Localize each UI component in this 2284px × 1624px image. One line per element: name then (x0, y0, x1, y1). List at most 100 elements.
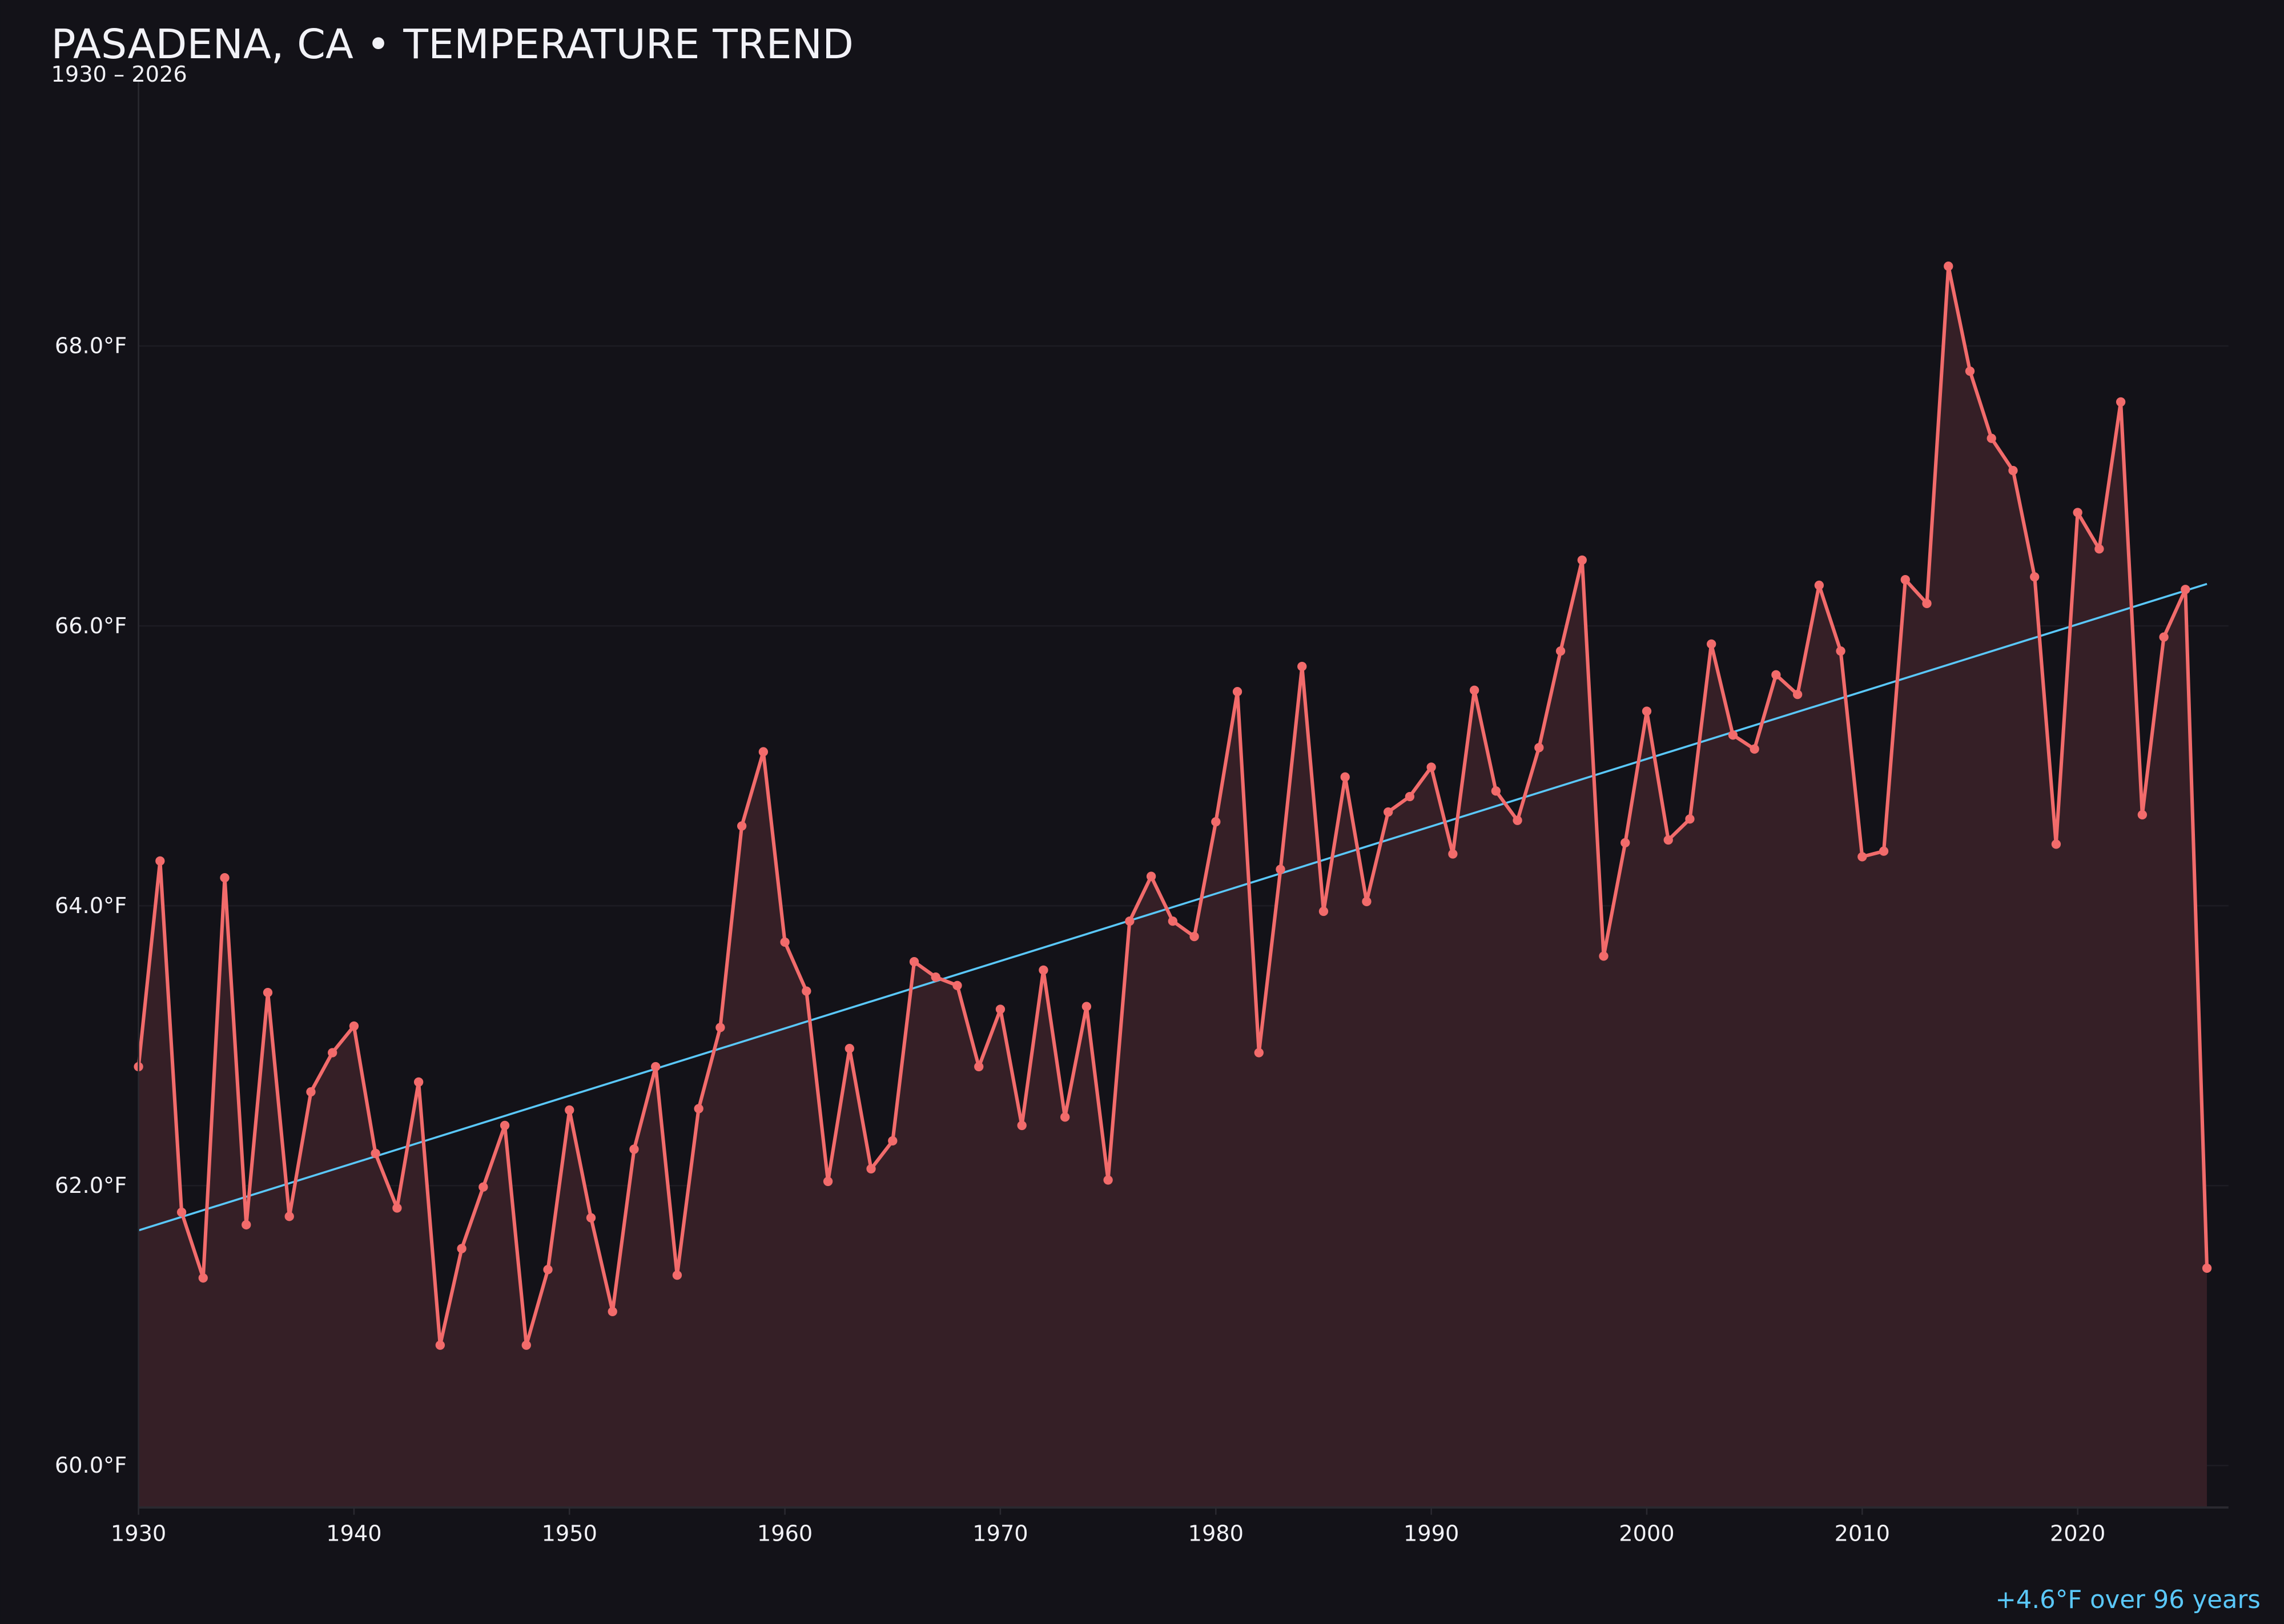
x-tick-label: 1960 (757, 1521, 813, 1547)
data-point (1189, 931, 1199, 942)
y-tick-label: 66.0°F (55, 613, 127, 639)
data-point (823, 1176, 833, 1187)
data-point (1944, 262, 1953, 271)
data-point (1685, 814, 1695, 824)
data-point (1340, 772, 1350, 782)
data-point (1146, 871, 1156, 881)
y-tick-label: 60.0°F (55, 1453, 127, 1478)
data-point (349, 1021, 359, 1031)
data-point (1232, 687, 1242, 697)
data-point (694, 1104, 703, 1114)
data-point (1469, 685, 1479, 695)
x-tick-label: 2010 (1835, 1521, 1890, 1547)
data-point (909, 957, 919, 967)
data-point (1211, 817, 1221, 827)
chart-title: PASADENA, CA • TEMPERATURE TREND (51, 21, 854, 68)
data-point (2008, 465, 2018, 476)
x-tick-label: 1970 (972, 1521, 1028, 1547)
x-tick-label: 2000 (1619, 1521, 1674, 1547)
data-point (1555, 646, 1566, 656)
data-point (1771, 670, 1781, 680)
data-point (413, 1077, 424, 1087)
data-point (328, 1048, 337, 1058)
data-point (565, 1105, 574, 1115)
data-point (198, 1273, 208, 1283)
chart-subtitle: 1930 – 2026 (51, 62, 187, 87)
x-tick-label: 1980 (1188, 1521, 1244, 1547)
data-point (263, 987, 273, 998)
data-point (672, 1270, 682, 1280)
x-tick-label: 1990 (1404, 1521, 1459, 1547)
data-point (1879, 846, 1889, 856)
data-point (435, 1340, 445, 1350)
data-point (931, 972, 940, 982)
data-point (1663, 835, 1673, 845)
data-point (1577, 555, 1587, 565)
data-point (845, 1043, 854, 1054)
data-point (1362, 897, 1372, 906)
data-point (2051, 839, 2061, 849)
trend-annotation: +4.6°F over 96 years (1995, 1586, 2260, 1614)
data-point (2159, 632, 2169, 642)
x-tick-label: 2020 (2050, 1521, 2105, 1547)
data-point (1792, 689, 1803, 700)
data-point (478, 1182, 488, 1192)
y-tick-label: 64.0°F (55, 893, 127, 919)
data-point (1707, 639, 1716, 649)
data-point (1039, 965, 1048, 975)
data-point (1318, 906, 1329, 916)
data-point (1728, 730, 1738, 740)
data-point (2202, 1263, 2212, 1273)
series-area-fill (138, 266, 2207, 1508)
x-tick-label: 1950 (542, 1521, 597, 1547)
data-point (1060, 1112, 1070, 1122)
data-point (1814, 580, 1824, 590)
data-point (1750, 744, 1759, 754)
data-point (2116, 397, 2126, 407)
data-point (155, 856, 165, 866)
data-point (758, 747, 769, 757)
data-point (1491, 786, 1501, 796)
data-point (1534, 743, 1544, 753)
data-point (2181, 585, 2190, 594)
data-point (1254, 1048, 1264, 1058)
data-point (1513, 815, 1522, 825)
data-point (1965, 366, 1975, 376)
data-point (780, 937, 790, 947)
y-tick-label: 62.0°F (55, 1173, 127, 1199)
data-point (1836, 646, 1845, 656)
data-point (1987, 433, 1996, 443)
data-point (629, 1144, 639, 1154)
data-point (802, 986, 811, 996)
data-point (371, 1148, 380, 1159)
x-tick-label: 1930 (111, 1521, 166, 1547)
data-point (1426, 762, 1436, 772)
data-point (888, 1136, 898, 1146)
data-point (2094, 544, 2104, 554)
data-point (242, 1220, 251, 1230)
data-point (1599, 951, 1609, 961)
data-point (2137, 810, 2148, 820)
data-point (608, 1307, 617, 1317)
data-point (1017, 1120, 1027, 1131)
data-point (392, 1203, 402, 1213)
y-tick-label: 68.0°F (55, 333, 127, 359)
data-point (2073, 508, 2082, 517)
data-point (952, 980, 962, 991)
data-point (500, 1120, 510, 1131)
data-point (1448, 849, 1458, 859)
data-point (1103, 1175, 1113, 1185)
data-point (1922, 598, 1932, 608)
data-point (457, 1244, 467, 1253)
data-point (1297, 661, 1307, 672)
data-point (1900, 575, 1910, 585)
data-point (176, 1207, 187, 1217)
data-point (866, 1164, 876, 1174)
data-point (1642, 706, 1652, 716)
data-point (1405, 791, 1415, 802)
data-point (974, 1062, 984, 1072)
x-tick-label: 1940 (326, 1521, 381, 1547)
data-point (306, 1087, 316, 1097)
data-point (1125, 916, 1135, 926)
